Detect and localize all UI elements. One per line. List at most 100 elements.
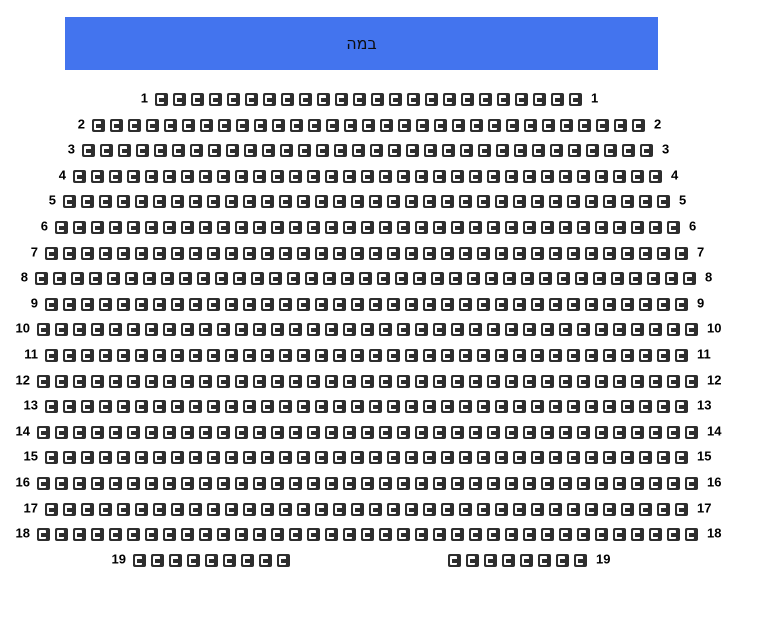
seat-icon[interactable]: [225, 297, 238, 311]
seat-icon[interactable]: [397, 527, 410, 541]
seat-icon[interactable]: [92, 118, 105, 132]
seat-icon[interactable]: [73, 425, 86, 439]
seat-icon[interactable]: [271, 425, 284, 439]
seat-icon[interactable]: [406, 143, 419, 157]
seat-icon[interactable]: [351, 194, 364, 208]
seat-icon[interactable]: [416, 118, 429, 132]
seat-icon[interactable]: [577, 425, 590, 439]
seat-icon[interactable]: [261, 399, 274, 413]
seat-icon[interactable]: [531, 348, 544, 362]
seat-icon[interactable]: [613, 169, 626, 183]
seat-icon[interactable]: [333, 399, 346, 413]
seat-icon[interactable]: [613, 220, 626, 234]
seat-icon[interactable]: [469, 169, 482, 183]
seat-icon[interactable]: [187, 553, 200, 567]
seat-icon[interactable]: [146, 118, 159, 132]
seat-icon[interactable]: [145, 527, 158, 541]
seat-icon[interactable]: [441, 297, 454, 311]
seat-icon[interactable]: [505, 476, 518, 490]
seat-icon[interactable]: [405, 399, 418, 413]
seat-icon[interactable]: [567, 502, 580, 516]
seat-icon[interactable]: [424, 143, 437, 157]
seat-icon[interactable]: [595, 425, 608, 439]
seat-icon[interactable]: [415, 425, 428, 439]
seat-icon[interactable]: [469, 476, 482, 490]
seat-icon[interactable]: [657, 297, 670, 311]
seat-icon[interactable]: [343, 425, 356, 439]
seat-icon[interactable]: [297, 297, 310, 311]
seat-icon[interactable]: [99, 194, 112, 208]
seat-icon[interactable]: [199, 322, 212, 336]
seat-icon[interactable]: [315, 297, 328, 311]
seat-icon[interactable]: [442, 143, 455, 157]
seat-icon[interactable]: [524, 118, 537, 132]
seat-icon[interactable]: [549, 450, 562, 464]
seat-icon[interactable]: [179, 271, 192, 285]
seat-icon[interactable]: [505, 425, 518, 439]
seat-icon[interactable]: [369, 450, 382, 464]
seat-icon[interactable]: [370, 143, 383, 157]
seat-icon[interactable]: [379, 527, 392, 541]
seat-icon[interactable]: [135, 348, 148, 362]
seat-icon[interactable]: [484, 553, 497, 567]
seat-icon[interactable]: [613, 425, 626, 439]
seat-icon[interactable]: [423, 502, 436, 516]
seat-icon[interactable]: [459, 348, 472, 362]
seat-icon[interactable]: [523, 425, 536, 439]
seat-icon[interactable]: [217, 476, 230, 490]
seat-icon[interactable]: [181, 425, 194, 439]
seat-icon[interactable]: [542, 118, 555, 132]
seat-icon[interactable]: [225, 194, 238, 208]
seat-icon[interactable]: [169, 553, 182, 567]
seat-icon[interactable]: [279, 399, 292, 413]
seat-icon[interactable]: [541, 322, 554, 336]
seat-icon[interactable]: [109, 374, 122, 388]
seat-icon[interactable]: [423, 246, 436, 260]
seat-icon[interactable]: [425, 92, 438, 106]
seat-icon[interactable]: [127, 476, 140, 490]
seat-icon[interactable]: [369, 194, 382, 208]
seat-icon[interactable]: [181, 220, 194, 234]
seat-icon[interactable]: [369, 297, 382, 311]
seat-icon[interactable]: [603, 502, 616, 516]
seat-icon[interactable]: [333, 194, 346, 208]
seat-icon[interactable]: [685, 322, 698, 336]
seat-icon[interactable]: [495, 194, 508, 208]
seat-icon[interactable]: [613, 476, 626, 490]
seat-icon[interactable]: [315, 450, 328, 464]
seat-icon[interactable]: [289, 169, 302, 183]
seat-icon[interactable]: [308, 118, 321, 132]
seat-icon[interactable]: [621, 348, 634, 362]
seat-icon[interactable]: [289, 476, 302, 490]
seat-icon[interactable]: [585, 348, 598, 362]
seat-icon[interactable]: [487, 527, 500, 541]
seat-icon[interactable]: [236, 118, 249, 132]
seat-icon[interactable]: [244, 143, 257, 157]
seat-icon[interactable]: [307, 527, 320, 541]
seat-icon[interactable]: [405, 502, 418, 516]
seat-icon[interactable]: [261, 450, 274, 464]
seat-icon[interactable]: [109, 169, 122, 183]
seat-icon[interactable]: [541, 527, 554, 541]
seat-icon[interactable]: [353, 92, 366, 106]
seat-icon[interactable]: [398, 118, 411, 132]
seat-icon[interactable]: [153, 502, 166, 516]
seat-icon[interactable]: [117, 502, 130, 516]
seat-icon[interactable]: [451, 220, 464, 234]
seat-icon[interactable]: [639, 194, 652, 208]
seat-icon[interactable]: [559, 169, 572, 183]
seat-icon[interactable]: [631, 425, 644, 439]
seat-icon[interactable]: [125, 271, 138, 285]
seat-icon[interactable]: [467, 271, 480, 285]
seat-icon[interactable]: [495, 297, 508, 311]
seat-icon[interactable]: [109, 527, 122, 541]
seat-icon[interactable]: [343, 322, 356, 336]
seat-icon[interactable]: [665, 271, 678, 285]
seat-icon[interactable]: [577, 322, 590, 336]
seat-icon[interactable]: [515, 92, 528, 106]
seat-icon[interactable]: [351, 348, 364, 362]
seat-icon[interactable]: [154, 143, 167, 157]
seat-icon[interactable]: [145, 425, 158, 439]
seat-icon[interactable]: [451, 374, 464, 388]
seat-icon[interactable]: [315, 246, 328, 260]
